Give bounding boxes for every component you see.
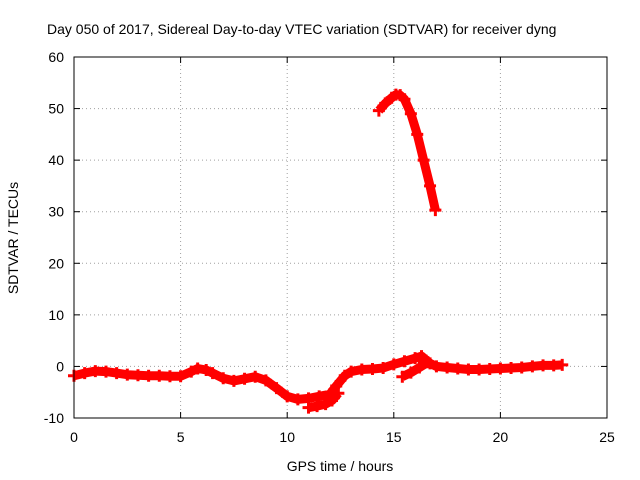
y-axis-label: SDTVAR / TECUs (5, 182, 21, 294)
data-point (396, 370, 409, 383)
x-tick-label: 20 (493, 429, 509, 445)
data-point (319, 398, 332, 411)
data-point (121, 368, 134, 381)
x-tick-label: 5 (177, 429, 185, 445)
ticks: 0 5 10 15 20 25 -10 0 10 20 30 40 50 60 (44, 49, 615, 445)
data-point (259, 374, 272, 387)
y-tick-label: 10 (48, 307, 64, 323)
data-point (366, 363, 379, 376)
data-point (398, 93, 411, 106)
data-point (417, 154, 430, 167)
y-tick-label: 50 (48, 101, 64, 117)
data-point (379, 97, 392, 110)
x-tick-label: 15 (386, 429, 402, 445)
data-point (174, 370, 187, 383)
data-point (494, 362, 507, 375)
data-point (153, 369, 166, 382)
data-point (398, 355, 411, 368)
data-point (372, 104, 385, 117)
data-point (311, 400, 324, 413)
data-point (99, 365, 112, 378)
data-point (206, 367, 219, 380)
data-point (404, 366, 417, 379)
data-point (404, 107, 417, 120)
data-point (302, 401, 315, 414)
x-tick-label: 0 (70, 429, 78, 445)
data-point (473, 363, 486, 376)
data-point (411, 128, 424, 141)
y-tick-label: 0 (56, 358, 64, 374)
data-point (200, 364, 213, 377)
data-point (421, 356, 434, 369)
x-tick-label: 25 (599, 429, 615, 445)
data-point (483, 363, 496, 376)
data-point (291, 393, 304, 406)
data-point (413, 361, 426, 374)
data-point (556, 358, 569, 371)
data-point (345, 365, 358, 378)
data-point (325, 394, 338, 407)
data-point (424, 179, 437, 192)
data-point (415, 350, 428, 363)
data-point (505, 361, 518, 374)
data-point (185, 365, 198, 378)
data-point (355, 363, 368, 376)
data-point (537, 359, 550, 372)
x-tick-label: 10 (279, 429, 295, 445)
data-point (249, 370, 262, 383)
data-point (430, 360, 443, 373)
data-point (429, 204, 442, 217)
data-point (131, 369, 144, 382)
data-point (281, 390, 294, 403)
data-point (338, 369, 351, 382)
data-point (441, 361, 454, 374)
y-tick-label: 20 (48, 255, 64, 271)
data-point (377, 361, 390, 374)
data-point (462, 363, 475, 376)
data-point (330, 380, 343, 393)
x-axis-label: GPS time / hours (287, 458, 394, 474)
y-tick-label: -10 (44, 410, 64, 426)
data-point (142, 369, 155, 382)
data-point (409, 352, 422, 365)
data-point (110, 367, 123, 380)
data-point (191, 362, 204, 375)
data-point (387, 358, 400, 371)
data-point (163, 370, 176, 383)
chart-title: Day 050 of 2017, Sidereal Day-to-day VTE… (47, 21, 556, 37)
series-layer (68, 88, 569, 414)
data-point (238, 372, 251, 385)
data-point (526, 360, 539, 373)
y-tick-label: 60 (48, 49, 64, 65)
plot-frame (73, 56, 608, 419)
data-point (78, 367, 91, 380)
data-point (89, 365, 102, 378)
y-tick-label: 40 (48, 152, 64, 168)
series-line-branch (400, 358, 431, 381)
data-point (515, 361, 528, 374)
data-point (217, 372, 230, 385)
data-point (313, 390, 326, 403)
data-point (270, 382, 283, 395)
series-line-arc (375, 90, 440, 212)
data-point (451, 362, 464, 375)
data-point (227, 374, 240, 387)
data-point (332, 387, 345, 400)
y-tick-label: 30 (48, 204, 64, 220)
